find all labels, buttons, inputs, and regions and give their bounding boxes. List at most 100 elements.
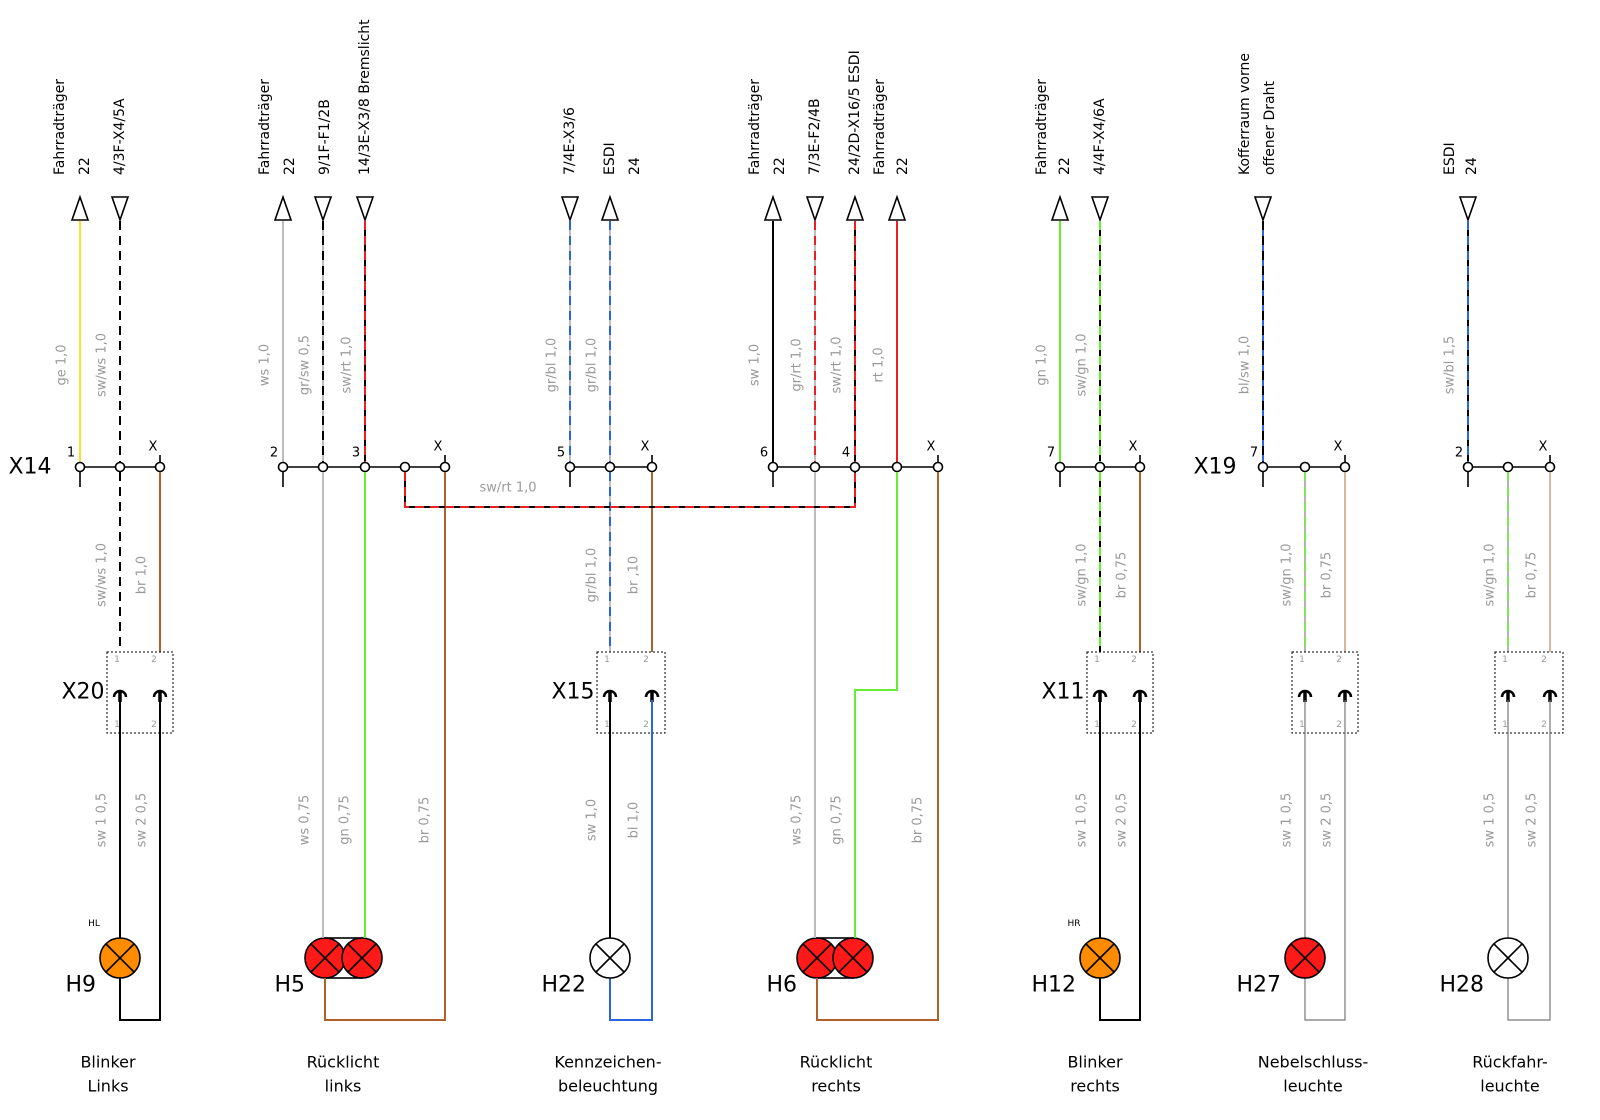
arrow-in [1253,196,1273,223]
wire-label: sw 1,0 [585,799,600,841]
pin-label: X [1129,440,1138,455]
wire-label: sw 1 0,5 [95,793,110,848]
wire-label: sw 1 0,5 [1280,793,1295,848]
wire-label: gr/bl 1,0 [585,338,600,393]
plug-pin-label: 2 [1131,655,1137,665]
pin-label: 2 [270,446,278,461]
pin [1094,461,1106,473]
wire [1304,700,1346,1021]
wire-label: br 1,0 [135,556,150,594]
wire-label: sw/rt 1,0 [830,336,845,393]
wire [1507,700,1551,1021]
top-label: Fahrradträger [872,79,888,175]
plug-pin-label: 2 [1131,720,1137,730]
wire-label: ws 0,75 [298,795,313,845]
top-label: 14/3E-X3/8 Bremslicht [357,19,373,175]
wire-label: sw/rt 1,0 [479,481,536,496]
top-label: 22 [77,157,93,175]
wire-label: sw/rt 1,0 [340,336,355,393]
wire-label: sw 1,0 [748,344,763,386]
wire-label: br 0,75 [911,797,926,844]
plug-pin-label: 1 [1299,655,1305,665]
pin [439,461,451,473]
top-label: 7/4E-X3/6 [562,107,578,175]
caption: Kennzeichen- [554,1053,661,1072]
pin [1339,461,1351,473]
pin [604,461,616,473]
plug-pin-label: 2 [151,720,157,730]
top-label: ESDI [1442,142,1458,175]
wire [119,700,161,1021]
pin [277,461,289,473]
pin [1134,461,1146,473]
caption: rechts [1070,1077,1120,1096]
top-label: 7/3E-F2/4B [807,98,823,175]
plug-pin-label: 1 [1094,720,1100,730]
caption: leuchte [1283,1077,1342,1096]
arrow-out [845,194,865,221]
pin [1462,461,1474,473]
top-label: 24/2D-X16/5 ESDI [847,50,863,175]
wire-label: ws 0,75 [790,795,805,845]
wire-label: br 0,75 [1115,552,1130,599]
pin-label: 2 [1455,446,1463,461]
arrow-in [560,196,580,223]
arrow-in [1090,196,1110,223]
plug-pin-label: 2 [643,720,649,730]
wire-label: br 0,75 [1320,552,1335,599]
pin-label: 7 [1047,446,1055,461]
plug-pin-label: 2 [1336,655,1342,665]
line [1085,943,1115,973]
arrow-out [70,194,90,221]
plug-pin-label: 2 [1541,655,1547,665]
arrow-out [273,194,293,221]
plug-label: X20 [61,680,104,705]
line [595,943,625,973]
caption: rechts [811,1077,861,1096]
arrow-out [1050,194,1070,221]
wire-label: sw/gn 1,0 [1483,543,1498,606]
wire-label: rt 1,0 [872,347,887,382]
caption: links [325,1077,362,1096]
plug-pin-label: 1 [114,720,120,730]
wire-label: ge 1,0 [55,344,70,385]
wire-label: bl 1,0 [627,802,642,839]
top-label: ESDI [602,142,618,175]
line [310,943,340,973]
pin [646,461,658,473]
wire-label: gr/bl 1,0 [545,338,560,393]
plug-pin-label: 1 [1094,655,1100,665]
lamp-label: H22 [541,973,586,998]
plug-pin-label: 2 [1541,720,1547,730]
connector-label: X14 [8,455,51,480]
top-label: 24 [1464,157,1480,175]
wire-label: gn 1,0 [1035,344,1050,385]
lamp-tag: HR [1067,919,1080,929]
wire [324,472,446,1021]
pin-label: X [149,440,158,455]
pin [114,461,126,473]
arrow-out [763,194,783,221]
plug-pin-label: 2 [1336,720,1342,730]
wire-stripe [404,472,856,508]
pin-label: X [1334,440,1343,455]
wire-label: sw/ws 1,0 [95,543,110,607]
wire-label: sw 2 0,5 [1525,793,1540,848]
wire-label: sw/ws 1,0 [95,333,110,397]
arrow-in [1458,196,1478,223]
arrow-in [805,196,825,223]
top-label: Fahrradträger [1034,79,1050,175]
line [105,943,135,973]
line [1493,943,1523,973]
top-label: 22 [895,157,911,175]
top-label: Kofferraum vorne [1237,53,1253,175]
connector-label: X19 [1193,455,1236,480]
pin-label: X [1539,440,1548,455]
plug-label: X11 [1041,680,1084,705]
wire-label: gr/bl 1,0 [585,548,600,603]
wire-label: sw/gn 1,0 [1075,333,1090,396]
pin-label: 3 [352,446,360,461]
top-label: Fahrradträger [257,79,273,175]
pin [849,461,861,473]
